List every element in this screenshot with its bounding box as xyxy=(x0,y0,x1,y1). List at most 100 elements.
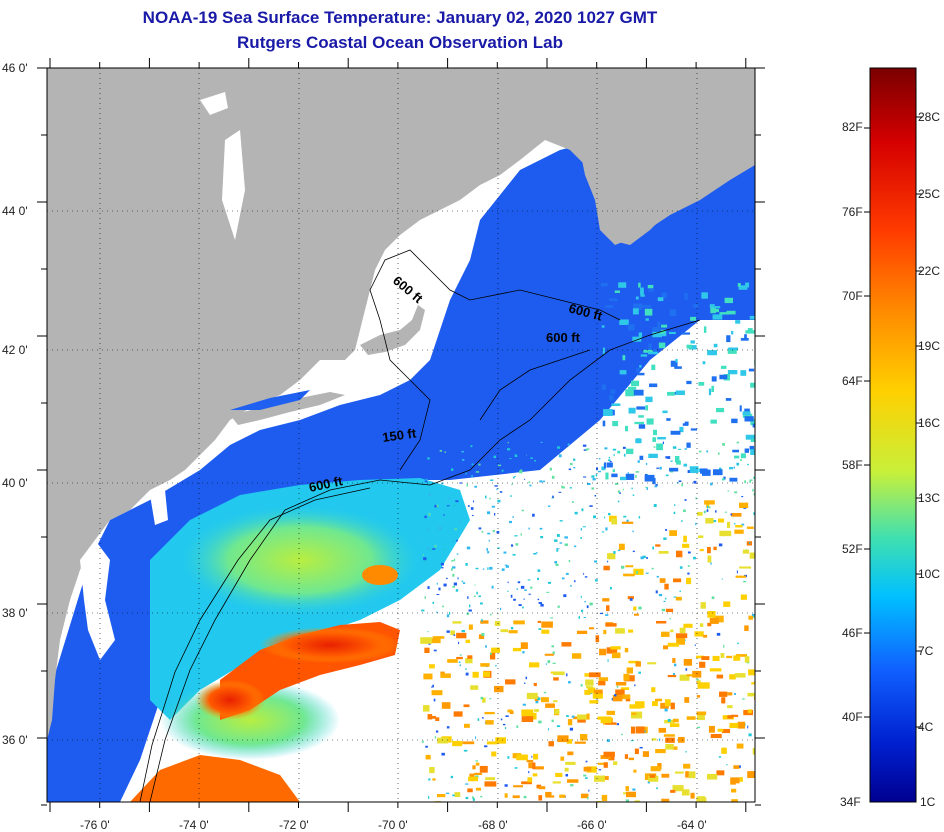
sst-pixel xyxy=(538,795,543,801)
sst-pixel xyxy=(601,384,607,390)
gulf-stream-south xyxy=(130,755,300,802)
sst-pixel xyxy=(672,446,677,449)
sst-pixel xyxy=(568,559,571,563)
sst-pixel xyxy=(457,577,459,580)
sst-pixel xyxy=(606,710,616,715)
sst-pixel xyxy=(624,647,629,653)
sst-pixel xyxy=(594,579,598,582)
sst-pixel xyxy=(638,424,646,429)
sst-pixel xyxy=(727,370,738,375)
sst-pixel xyxy=(709,668,722,672)
sst-pixel xyxy=(580,684,583,687)
sst-pixel xyxy=(449,611,451,615)
sst-pixel xyxy=(565,774,569,777)
sst-pixel xyxy=(513,785,523,788)
sst-pixel xyxy=(750,439,755,443)
sst-pixel xyxy=(608,754,615,761)
sst-pixel xyxy=(606,739,610,742)
sst-pixel xyxy=(571,715,575,718)
sst-pixel xyxy=(475,567,479,570)
sst-pixel xyxy=(521,716,534,723)
sst-pixel xyxy=(624,754,629,759)
sst-pixel xyxy=(481,717,484,719)
sst-pixel xyxy=(605,472,609,480)
sst-pixel xyxy=(721,728,731,734)
sst-pixel xyxy=(744,334,747,341)
sst-pixel xyxy=(528,771,530,774)
sst-pixel xyxy=(446,577,448,580)
sst-pixel xyxy=(556,548,560,550)
sst-pixel xyxy=(607,659,609,662)
sst-pixel xyxy=(593,689,603,696)
sst-pixel xyxy=(443,468,447,472)
sst-pixel xyxy=(627,324,635,331)
sst-pixel xyxy=(674,504,676,506)
sst-pixel xyxy=(653,429,657,436)
sst-pixel xyxy=(628,629,634,633)
warm-eddy xyxy=(195,680,265,720)
sst-pixel xyxy=(566,715,569,717)
sst-pixel xyxy=(551,645,555,648)
sst-pixel xyxy=(625,565,634,568)
sst-pixel xyxy=(446,630,450,633)
map-area xyxy=(47,68,755,802)
sst-pixel xyxy=(658,593,663,597)
sst-pixel xyxy=(423,557,427,561)
sst-pixel xyxy=(702,469,711,476)
sst-pixel xyxy=(699,548,704,552)
colorbar xyxy=(869,67,917,803)
sst-pixel xyxy=(670,471,674,473)
sst-pixel xyxy=(461,580,464,583)
sst-pixel xyxy=(552,781,561,784)
sst-pixel xyxy=(477,718,480,721)
sst-pixel xyxy=(438,587,441,591)
sst-pixel xyxy=(721,697,726,704)
sst-pixel xyxy=(719,467,722,471)
sst-pixel xyxy=(667,718,671,722)
sst-pixel xyxy=(548,741,554,747)
sst-pixel xyxy=(558,454,562,458)
sst-pixel xyxy=(586,448,590,450)
sst-pixel xyxy=(707,546,711,554)
sst-pixel xyxy=(587,687,596,694)
sst-pixel xyxy=(458,661,461,664)
sst-pixel xyxy=(462,582,466,584)
sst-pixel xyxy=(467,505,470,507)
sst-pixel xyxy=(491,585,494,589)
colorbar-f-label: 82F xyxy=(842,120,863,134)
sst-pixel xyxy=(510,627,514,630)
sst-pixel xyxy=(615,628,625,634)
sst-pixel xyxy=(471,474,473,478)
sst-pixel xyxy=(568,681,571,684)
sst-pixel xyxy=(601,325,605,328)
sst-pixel xyxy=(454,792,461,798)
sst-pixel xyxy=(652,701,658,707)
sst-pixel xyxy=(434,544,437,548)
sst-pixel xyxy=(441,566,444,569)
sst-pixel xyxy=(583,774,587,777)
sst-pixel xyxy=(422,554,425,556)
sst-pixel xyxy=(561,577,565,580)
sst-pixel xyxy=(719,530,732,537)
sst-pixel xyxy=(657,436,666,440)
sst-pixel xyxy=(753,493,755,496)
sst-pixel xyxy=(644,308,653,316)
sst-pixel xyxy=(711,596,715,600)
sst-pixel xyxy=(726,335,731,343)
sst-pixel xyxy=(648,289,654,292)
sst-pixel xyxy=(423,705,430,712)
sst-pixel xyxy=(658,550,669,554)
sst-pixel xyxy=(706,773,718,780)
sst-pixel xyxy=(427,630,429,633)
sst-pixel xyxy=(546,591,550,593)
sst-pixel xyxy=(511,483,513,486)
sst-pixel xyxy=(556,549,559,552)
sst-pixel xyxy=(748,615,753,620)
sst-pixel xyxy=(697,511,703,516)
sst-pixel xyxy=(547,581,552,584)
sst-pixel xyxy=(437,737,449,744)
sst-pixel xyxy=(625,699,631,702)
sst-pixel xyxy=(708,725,715,733)
sst-pixel xyxy=(450,775,454,779)
sst-pixel xyxy=(584,673,594,677)
